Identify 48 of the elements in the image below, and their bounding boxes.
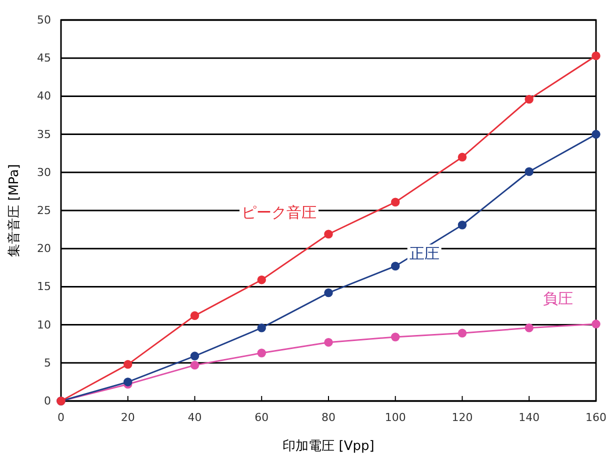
- y-tick-label: 40: [37, 90, 51, 103]
- point: [324, 230, 333, 238]
- point: [458, 220, 467, 230]
- point: [190, 360, 200, 370]
- x-tick-label: 80: [322, 410, 336, 424]
- x-axis-title: 印加電圧 [Vpp]: [282, 439, 374, 454]
- point: [257, 323, 266, 332]
- point: [391, 262, 400, 270]
- point: [190, 352, 200, 360]
- point: [324, 338, 333, 347]
- point: [458, 152, 467, 162]
- series-label: 負圧: [543, 289, 574, 308]
- series-label: ピーク音圧: [242, 203, 316, 222]
- x-tick-label: 140: [518, 410, 540, 424]
- point: [257, 275, 266, 284]
- y-tick-label: 5: [44, 356, 51, 370]
- point: [124, 378, 132, 386]
- x-tick-label: 60: [254, 410, 269, 424]
- point: [257, 348, 266, 358]
- point: [592, 51, 600, 60]
- series-label: 正圧: [409, 244, 440, 263]
- x-tick-label: 0: [58, 410, 64, 424]
- point: [524, 94, 534, 104]
- point: [524, 323, 534, 332]
- point: [524, 167, 534, 176]
- point: [324, 288, 333, 298]
- y-axis-title: 集音音圧 [MPa]: [7, 164, 22, 257]
- x-tick-label: 20: [120, 410, 135, 424]
- y-tick-label: 20: [37, 242, 51, 256]
- x-tick-label: 40: [188, 410, 202, 424]
- y-tick-label: 0: [44, 394, 51, 408]
- y-tick-label: 15: [37, 280, 51, 294]
- y-tick-label: 10: [37, 318, 51, 332]
- point: [124, 360, 132, 369]
- y-tick-label: 30: [37, 166, 51, 179]
- x-tick-label: 100: [384, 410, 406, 424]
- y-tick-label: 35: [37, 128, 51, 141]
- point: [592, 320, 600, 328]
- y-tick-label: 45: [37, 52, 51, 65]
- point: [190, 311, 200, 320]
- x-tick-label: 120: [452, 410, 473, 424]
- point: [391, 198, 400, 206]
- point: [592, 130, 600, 139]
- x-tick-label: 160: [586, 410, 606, 424]
- y-tick-label: 50: [37, 14, 51, 27]
- point: [458, 328, 467, 338]
- point: [391, 332, 400, 342]
- y-tick-label: 25: [37, 204, 51, 218]
